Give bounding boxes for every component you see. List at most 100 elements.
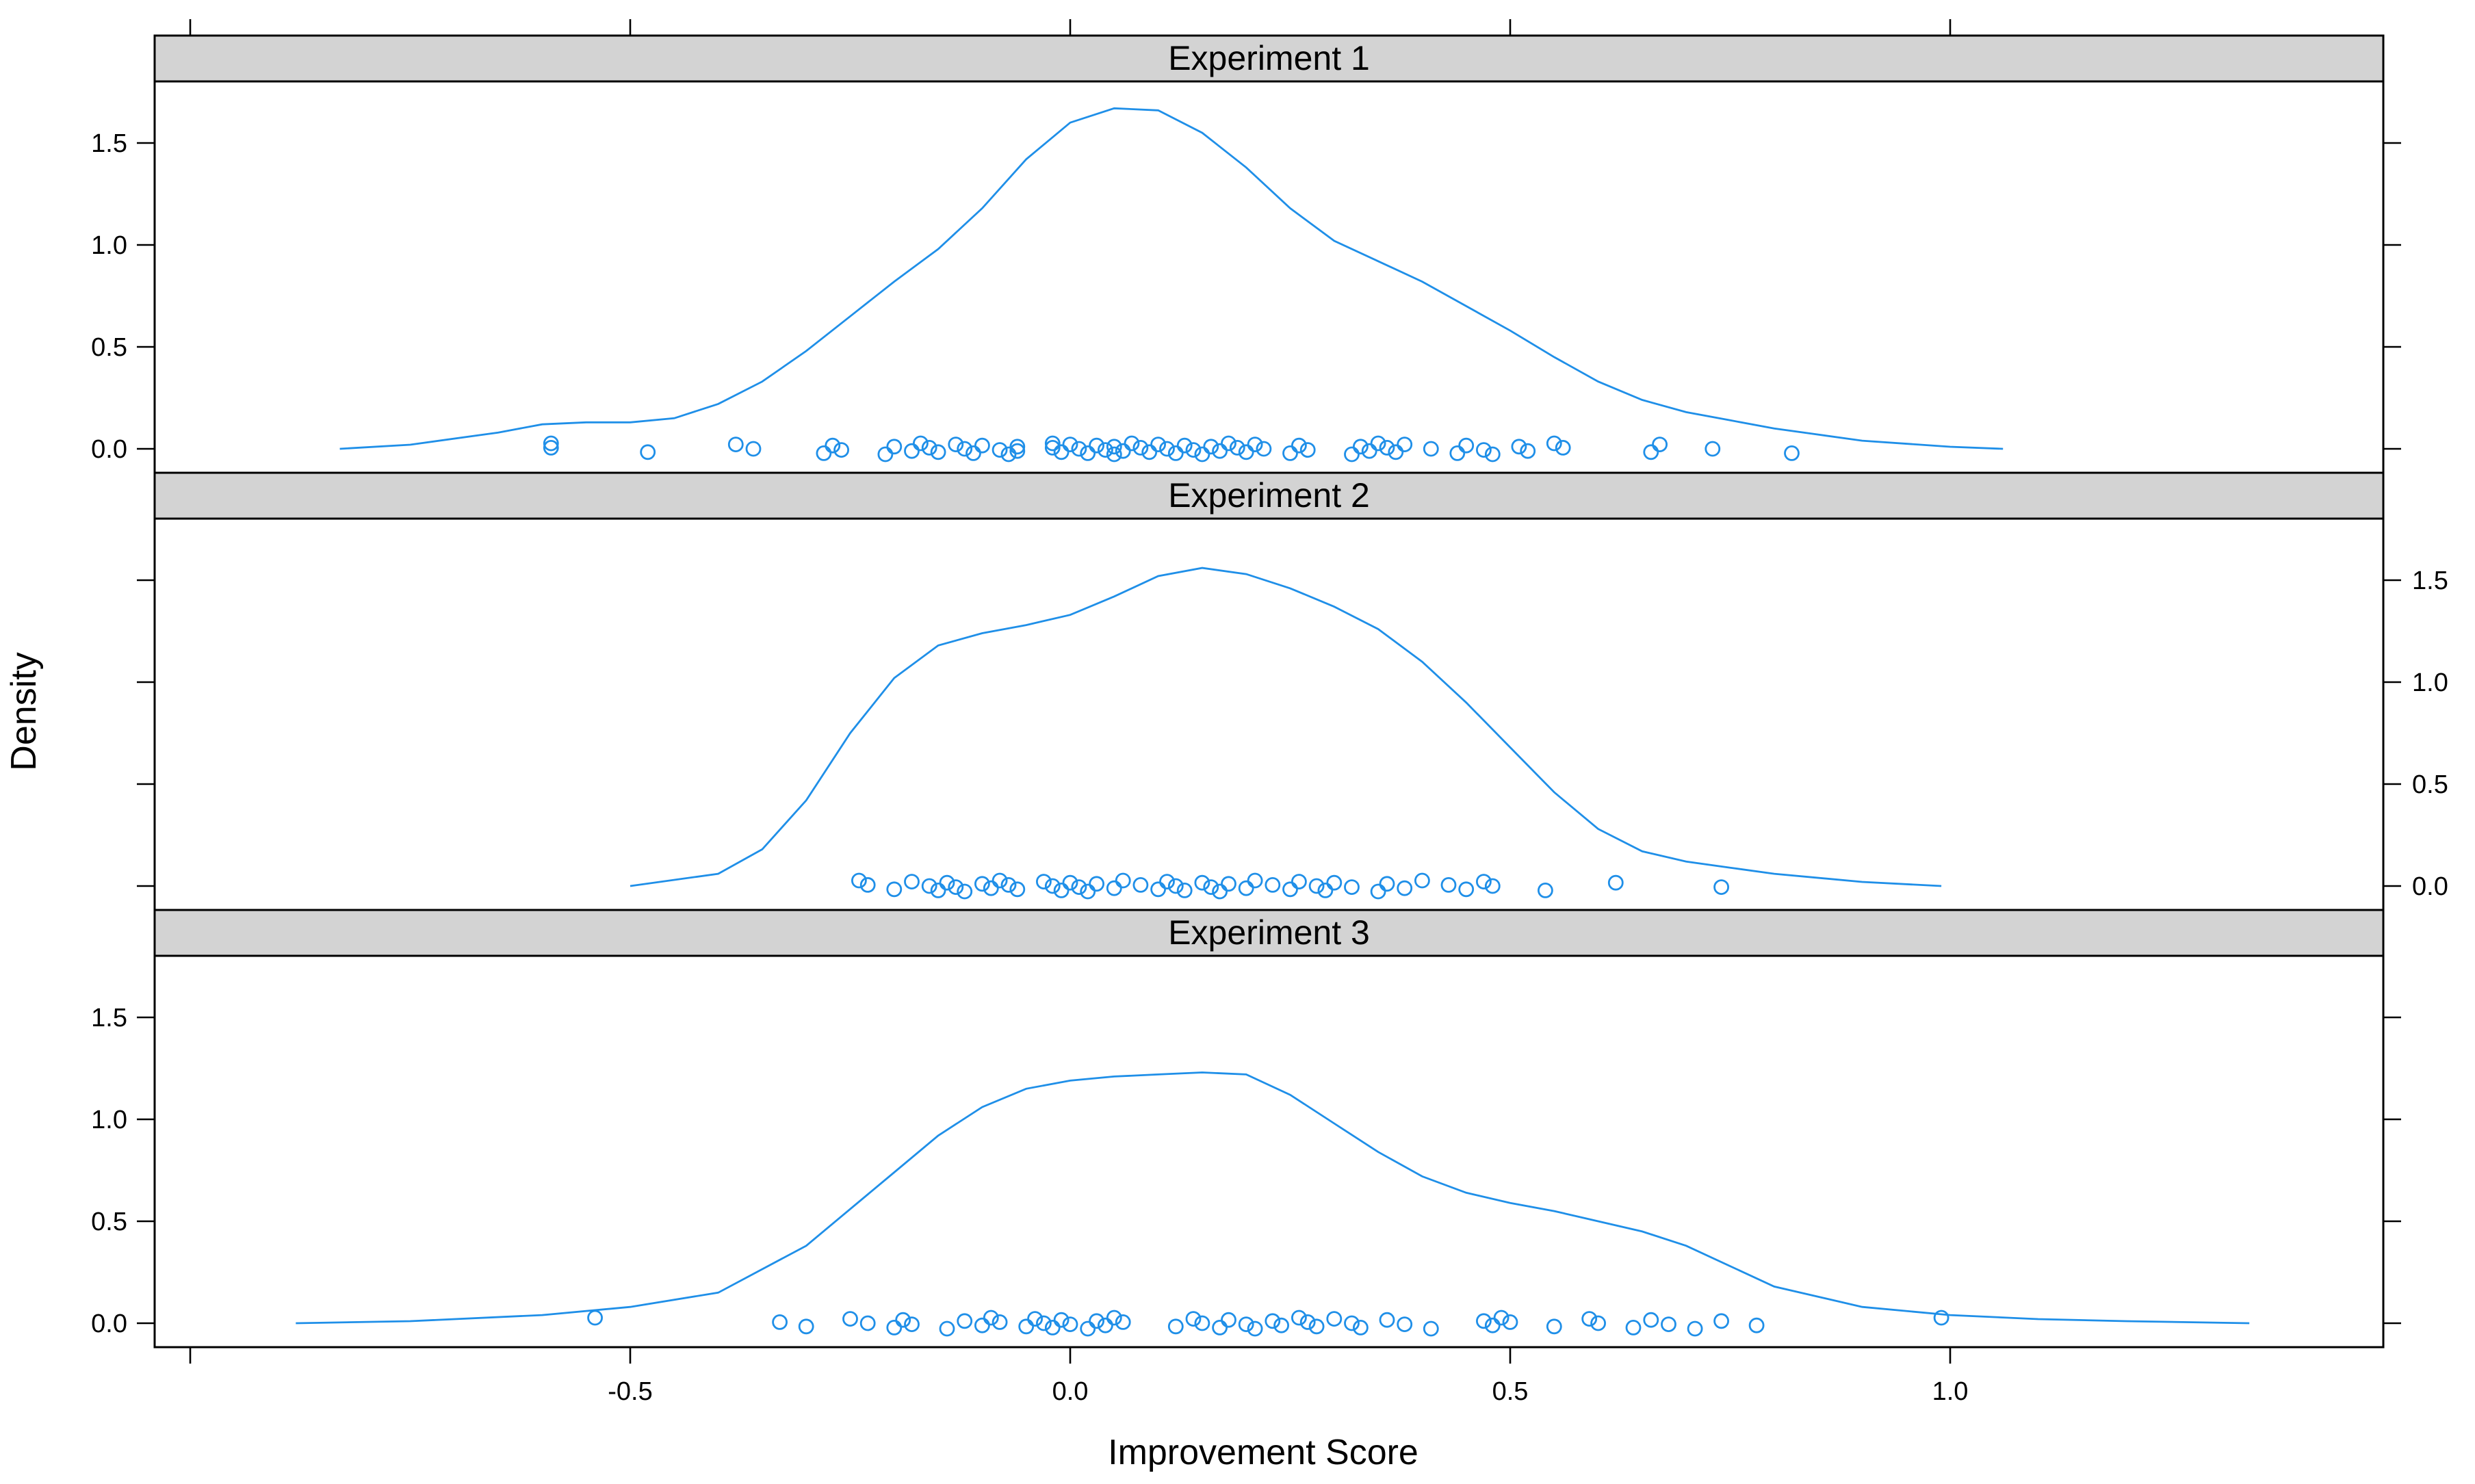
data-point [1458,437,1475,454]
data-point [1062,874,1078,891]
y-axis-title: Density [4,652,44,770]
data-point [1062,1316,1078,1332]
data-point [957,441,973,457]
data-point [833,442,849,458]
data-point [886,439,903,455]
x-tick-label: 0.5 [1492,1377,1529,1406]
data-point [1273,1317,1289,1333]
data-point [543,440,559,456]
data-point [1607,874,1624,891]
data-point [1317,883,1334,898]
data-point [1546,435,1562,452]
data-point [1643,444,1659,460]
data-point [974,1317,990,1333]
data-point [1036,1315,1052,1331]
data-point [825,437,841,454]
y-tick-label: 0.5 [2412,770,2448,799]
data-point [1238,444,1254,460]
data-point [948,879,964,895]
data-point [1229,440,1245,456]
data-point [904,1316,920,1332]
data-point [1150,881,1166,898]
data-point [1089,876,1104,892]
strip-label: Experiment 1 [1168,39,1370,77]
data-point [1308,878,1325,894]
data-point [939,874,955,891]
data-point [1238,880,1254,896]
data-point [1265,1313,1281,1329]
data-point [1053,883,1070,898]
data-point [957,1313,973,1329]
data-point [1299,442,1316,458]
data-point [992,872,1008,889]
data-point [1643,1312,1659,1328]
data-point [1089,437,1104,454]
data-point [798,1318,814,1335]
data-point [1581,1311,1598,1327]
data-point [1159,874,1175,889]
data-point [1009,439,1026,455]
data-point [1000,877,1017,893]
data-point [1044,878,1061,894]
x-axis-bottom: -0.5 0.0 0.5 1.0 [189,1347,1968,1406]
data-point [1238,1316,1254,1332]
data-point [1590,1315,1607,1331]
data-point [1397,880,1413,896]
data-point [851,872,867,889]
data-point [1537,883,1553,898]
data-point [930,883,946,898]
data-point [859,877,876,893]
data-point [1625,1320,1642,1336]
data-point [1687,1320,1703,1337]
data-point [921,878,937,894]
data-point [1247,437,1263,452]
data-point [1000,446,1017,463]
data-point [1194,1315,1210,1331]
data-point [1124,435,1140,452]
data-point [1379,876,1395,892]
strip-label: Experiment 2 [1168,476,1370,515]
data-point [1353,439,1369,455]
y-tick-label: 1.5 [91,1004,127,1032]
data-point [1397,437,1413,452]
data-point [1458,881,1475,898]
panel-experiment-2: Experiment 2 0.0 0.5 1.0 1.5 [137,471,2448,911]
data-point [1282,881,1298,898]
data-point [1027,1311,1043,1327]
data-point [1115,872,1131,889]
data-point [1265,877,1281,893]
data-point [992,1314,1008,1330]
panel-experiment-1: Experiment 1 0.0 0.5 1.0 1.5 [91,34,2401,474]
data-point [1176,437,1193,454]
data-point [957,883,973,900]
data-point [1291,1310,1307,1326]
data-point [1546,1318,1562,1335]
data-point [1475,874,1492,889]
data-point [1291,437,1307,454]
data-point [1661,1316,1676,1332]
data-point [1044,435,1061,452]
data-point [1933,1310,1949,1326]
data-point [1326,1311,1343,1327]
data-point [904,874,920,889]
panel-frame [153,517,2385,911]
panels-group: Experiment 1 0.0 0.5 1.0 1.5 Experiment 2 0.0 0… [91,34,2448,1349]
data-point [1379,440,1395,456]
x-axis-top [189,19,1952,36]
data-point [1256,441,1272,457]
data-point [877,446,894,463]
data-point [1748,1317,1765,1333]
data-point [1353,1320,1369,1336]
data-point [1493,1310,1509,1326]
data-point [1159,441,1175,457]
data-point [816,445,832,461]
data-point [1176,883,1193,898]
data-point [1397,1316,1413,1332]
data-point [1106,880,1122,896]
strip-background [153,909,2385,957]
data-point [983,880,999,896]
y-tick-label: 1.0 [91,231,127,260]
data-point [859,1315,876,1331]
data-point [1308,1318,1325,1335]
